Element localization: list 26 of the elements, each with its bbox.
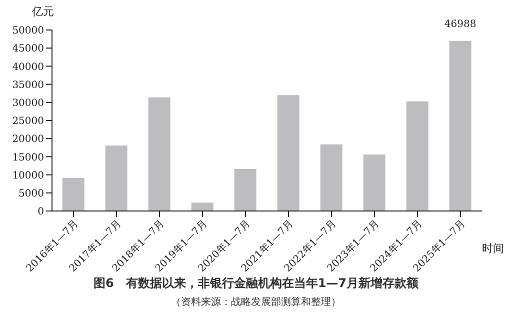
bar	[320, 144, 342, 211]
y-tick-label: 20000	[12, 134, 44, 146]
y-tick-label: 25000	[12, 116, 44, 128]
bar	[105, 145, 128, 211]
text: 图6 有数据以来，非银行金融机构在当年1—7月新增存款额	[92, 275, 420, 292]
bar	[191, 202, 214, 211]
bar	[234, 169, 256, 211]
bar	[406, 101, 428, 211]
y-tick-label: 10000	[12, 170, 44, 182]
bar	[449, 40, 472, 211]
text: （资料来源：战略发展部测算和整理）	[170, 296, 342, 309]
bar	[363, 154, 386, 211]
y-tick-label: 0	[38, 206, 44, 218]
y-tick-label: 35000	[12, 80, 44, 91]
y-tick-label: 50000	[12, 26, 44, 37]
bar	[277, 95, 300, 211]
x-axis-title: 时间	[482, 241, 504, 256]
bar	[148, 97, 170, 211]
y-tick-label: 45000	[12, 44, 44, 55]
y-axis-title: 亿元	[32, 4, 54, 19]
y-tick-label: 40000	[12, 62, 44, 73]
bar	[62, 178, 84, 211]
y-tick-label: 5000	[18, 188, 44, 200]
data-label: 46988	[444, 18, 476, 30]
y-tick-label: 15000	[12, 152, 44, 164]
y-tick-label: 30000	[12, 98, 44, 109]
